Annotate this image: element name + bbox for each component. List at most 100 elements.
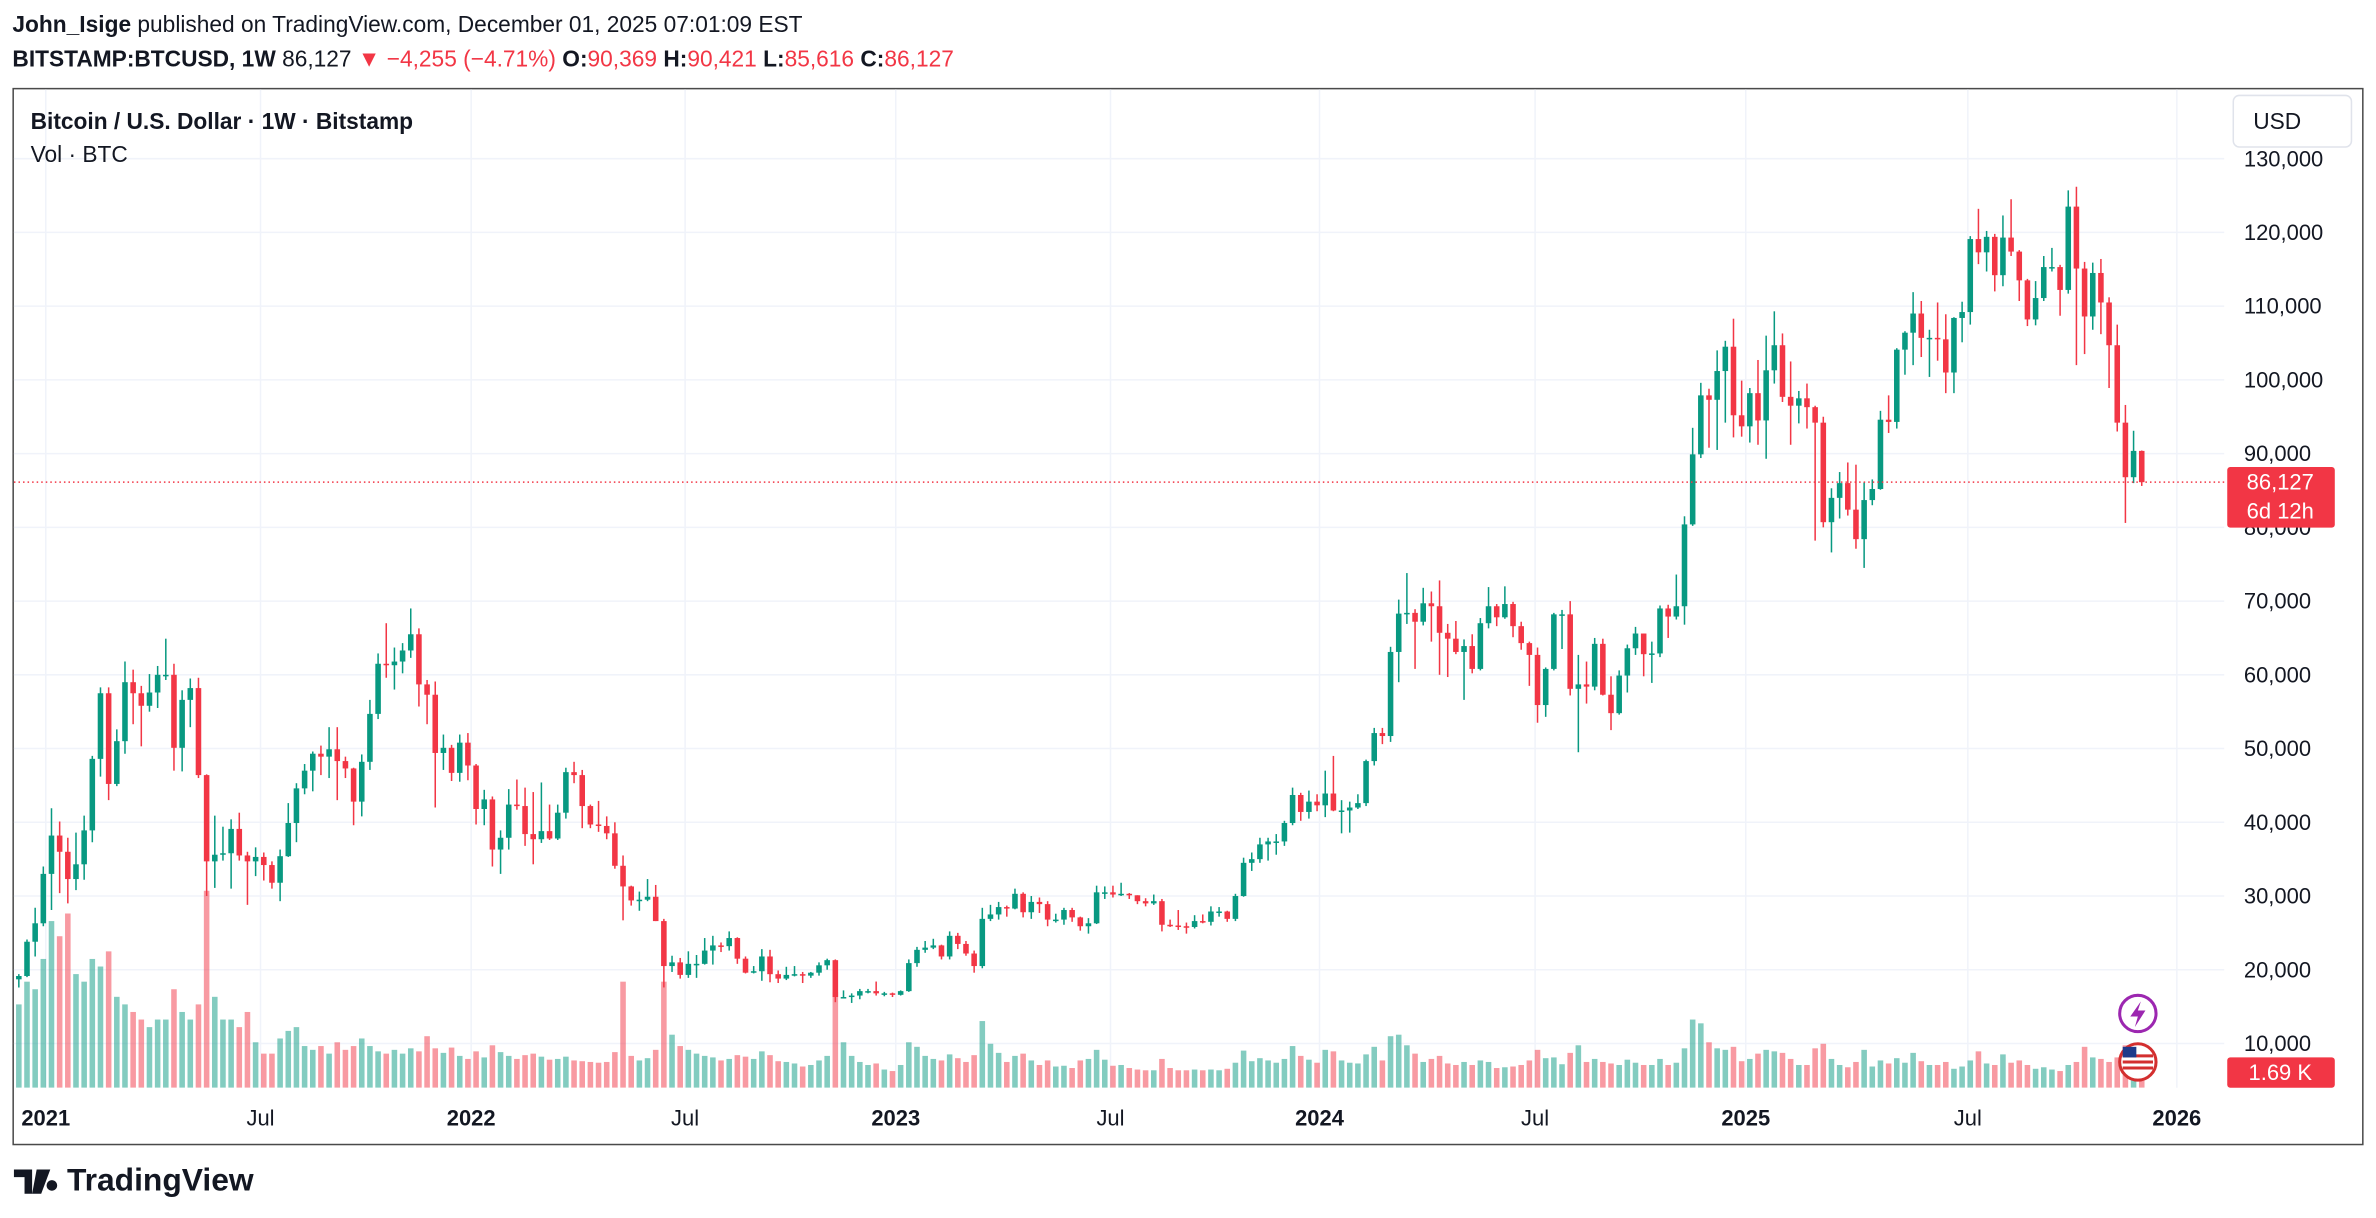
- candle-body: [1951, 317, 1957, 373]
- candle-body: [979, 918, 986, 967]
- candle-body: [1199, 921, 1206, 923]
- candle-body: [1608, 694, 1614, 714]
- event-icon-bolt: [2130, 1001, 2146, 1028]
- candle-body: [163, 674, 169, 677]
- candle-body: [2073, 206, 2080, 269]
- volume-bar: [1355, 1063, 1361, 1088]
- volume-bar: [309, 1049, 316, 1088]
- volume-bar: [424, 1036, 430, 1088]
- candle-body: [1967, 239, 1974, 313]
- candle-body: [791, 974, 798, 976]
- volume-bar: [497, 1052, 504, 1088]
- candle-body: [603, 825, 610, 834]
- volume-bar: [1493, 1068, 1500, 1088]
- volume-bar: [138, 1019, 145, 1088]
- currency-button[interactable]: [2232, 94, 2353, 148]
- candle-body: [734, 938, 741, 959]
- candle-body: [318, 753, 324, 757]
- candle-body: [987, 914, 994, 919]
- volume-bar: [236, 1027, 243, 1088]
- candle-body: [2016, 251, 2023, 281]
- candle-body: [465, 742, 471, 766]
- candle-body: [375, 663, 381, 714]
- volume-bar: [1542, 1058, 1549, 1088]
- candle-body: [81, 830, 87, 865]
- volume-bar: [669, 1034, 675, 1088]
- c-label: C:: [860, 46, 884, 72]
- candle-body: [922, 947, 928, 950]
- volume-bar: [759, 1051, 765, 1088]
- volume-bar: [1714, 1048, 1720, 1088]
- volume-bar: [2040, 1067, 2047, 1088]
- volume-bar: [1330, 1051, 1337, 1088]
- candle-body: [24, 941, 30, 977]
- candle-body: [873, 991, 879, 994]
- candle-body: [1657, 608, 1663, 654]
- candle-body: [269, 865, 275, 883]
- candle-body: [122, 682, 128, 742]
- volume-bar: [1877, 1060, 1884, 1088]
- candle-body: [2081, 268, 2088, 317]
- volume-bar: [1420, 1061, 1426, 1088]
- x-tick-label: 2025: [1721, 1106, 1770, 1131]
- candle-body: [1836, 483, 1843, 498]
- volume-bar: [2065, 1064, 2072, 1088]
- candle-body: [628, 886, 634, 901]
- candle-body: [1077, 917, 1084, 927]
- volume-bar: [603, 1061, 610, 1088]
- candle-body: [1779, 345, 1786, 397]
- x-tick-label: 2022: [447, 1106, 496, 1131]
- y-tick-label: 50,000: [2244, 736, 2311, 761]
- candle-body: [236, 828, 243, 856]
- candle-body: [1485, 606, 1492, 624]
- candle-body: [1240, 862, 1247, 897]
- volume-bar: [734, 1055, 741, 1088]
- candle-body: [1845, 483, 1851, 510]
- candle-body: [1763, 370, 1769, 421]
- volume-bar: [1012, 1055, 1018, 1088]
- y-tick-label: 30,000: [2244, 884, 2311, 909]
- candle-body: [65, 851, 71, 880]
- volume-bar: [1510, 1066, 1516, 1088]
- candle-body: [1730, 346, 1737, 416]
- candle-body: [1722, 346, 1729, 372]
- candle-body: [1404, 612, 1410, 615]
- candle-body: [416, 634, 422, 685]
- candle-body: [301, 770, 308, 789]
- volume-bar: [1428, 1058, 1435, 1088]
- volume-bar: [301, 1046, 308, 1088]
- last: 86,127: [282, 46, 352, 72]
- volume-bar: [644, 1058, 651, 1088]
- volume-bar: [416, 1051, 422, 1088]
- volume-bar: [489, 1045, 496, 1088]
- candle-body: [759, 956, 765, 972]
- candle-body: [1542, 668, 1549, 706]
- candle-body: [1975, 239, 1982, 253]
- x-tick-label: 2023: [871, 1106, 920, 1131]
- currency[interactable]: USD: [2253, 108, 2301, 134]
- volume-bar: [342, 1049, 349, 1088]
- volume-bar: [171, 989, 177, 1088]
- volume-bar: [1273, 1062, 1280, 1088]
- volume-bar: [563, 1056, 569, 1088]
- volume-bar: [1314, 1062, 1320, 1088]
- volume-bar: [971, 1055, 977, 1088]
- candle-body: [1894, 349, 1900, 422]
- candle-body: [1265, 841, 1271, 845]
- candle-body: [1428, 603, 1435, 607]
- candle-body: [2130, 450, 2137, 478]
- candle-body: [1673, 606, 1680, 617]
- volume-bar: [661, 981, 667, 1088]
- brand-logo: [13, 1169, 58, 1194]
- volume-bar: [228, 1019, 234, 1088]
- x-tick-label: Jul: [1954, 1106, 1982, 1131]
- volume-bar: [2138, 1074, 2145, 1088]
- candle-body: [1281, 823, 1288, 842]
- volume-bar: [2049, 1069, 2055, 1088]
- publish-line: John_Isige published on TradingView.com,…: [12, 11, 802, 37]
- candle-body: [1575, 684, 1582, 689]
- published: published on TradingView.com, December 0…: [137, 11, 802, 37]
- volume-label-box: [2227, 1057, 2335, 1088]
- volume-bar: [473, 1051, 479, 1088]
